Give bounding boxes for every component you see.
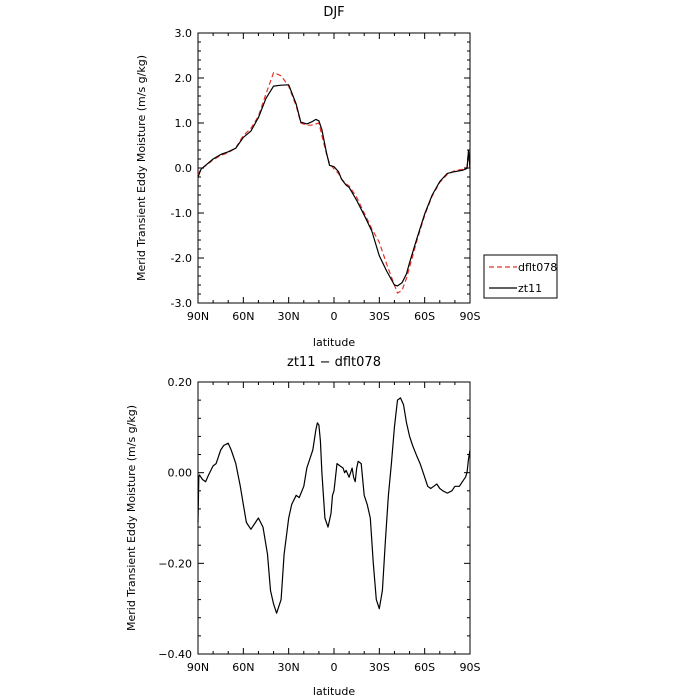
y-tick-label: 0.20 (168, 376, 193, 389)
y-tick-label: 1.0 (175, 117, 193, 130)
top-panel-title: DJF (323, 5, 344, 20)
x-tick-label: 90S (460, 661, 481, 674)
x-tick-label: 60N (232, 310, 254, 323)
series-line-dflt078 (197, 72, 471, 294)
y-tick-label: −0.20 (158, 557, 192, 570)
bottom-series-lines (197, 397, 471, 614)
x-tick-label: 30S (369, 661, 390, 674)
bottom-panel-title: zt11 − dflt078 (287, 355, 381, 370)
top-x-tick-labels: 90N 60N 30N 0 30S 60S 90S (187, 310, 481, 323)
x-tick-label: 30N (278, 310, 300, 323)
bottom-y-axis-label: Merid Transient Eddy Moisture (m/s g/kg) (125, 405, 138, 631)
x-tick-label: 60S (414, 661, 435, 674)
legend-label-zt11: zt11 (518, 282, 542, 295)
y-tick-label: 3.0 (175, 27, 193, 40)
bottom-x-axis-label: latitude (313, 685, 355, 698)
top-y-tick-labels: 3.0 2.0 1.0 0.0 -1.0 -2.0 -3.0 (171, 27, 192, 310)
y-tick-label: 2.0 (175, 72, 193, 85)
top-tick-marks (197, 32, 471, 304)
top-panel: DJF 3.0 2.0 1.0 0.0 -1.0 -2.0 -3.0 90N 60N 30N 0 3… (135, 5, 558, 349)
y-tick-label: 0.0 (175, 162, 193, 175)
x-tick-label: 0 (331, 661, 338, 674)
y-tick-label: 0.00 (168, 467, 193, 480)
legend-box (483, 254, 558, 299)
x-tick-label: 30N (278, 661, 300, 674)
x-tick-label: 90N (187, 310, 209, 323)
top-y-axis-label: Merid Transient Eddy Moisture (m/s g/kg) (135, 55, 148, 281)
x-tick-label: 90N (187, 661, 209, 674)
x-tick-label: 90S (460, 310, 481, 323)
bottom-x-tick-labels: 90N 60N 30N 0 30S 60S 90S (187, 661, 481, 674)
top-x-axis-label: latitude (313, 336, 355, 349)
y-tick-label: −0.40 (158, 648, 192, 661)
bottom-panel: zt11 − dflt078 0.20 0.00 −0.20 −0.40 90N 60N… (125, 355, 481, 698)
x-tick-label: 0 (331, 310, 338, 323)
x-tick-label: 30S (369, 310, 390, 323)
bottom-tick-marks (197, 381, 471, 655)
x-tick-label: 60S (414, 310, 435, 323)
y-tick-label: -3.0 (171, 297, 192, 310)
legend-label-dflt078: dflt078 (518, 261, 557, 274)
top-series-lines (197, 72, 471, 294)
bottom-y-tick-labels: 0.20 0.00 −0.20 −0.40 (158, 376, 192, 661)
y-tick-label: -1.0 (171, 207, 192, 220)
top-legend: dflt078 zt11 (483, 254, 558, 299)
x-tick-label: 60N (232, 661, 254, 674)
series-line-zt11 (197, 84, 471, 287)
series-line-diff0 (197, 397, 471, 614)
y-tick-label: -2.0 (171, 252, 192, 265)
bottom-plot-frame (197, 381, 471, 655)
